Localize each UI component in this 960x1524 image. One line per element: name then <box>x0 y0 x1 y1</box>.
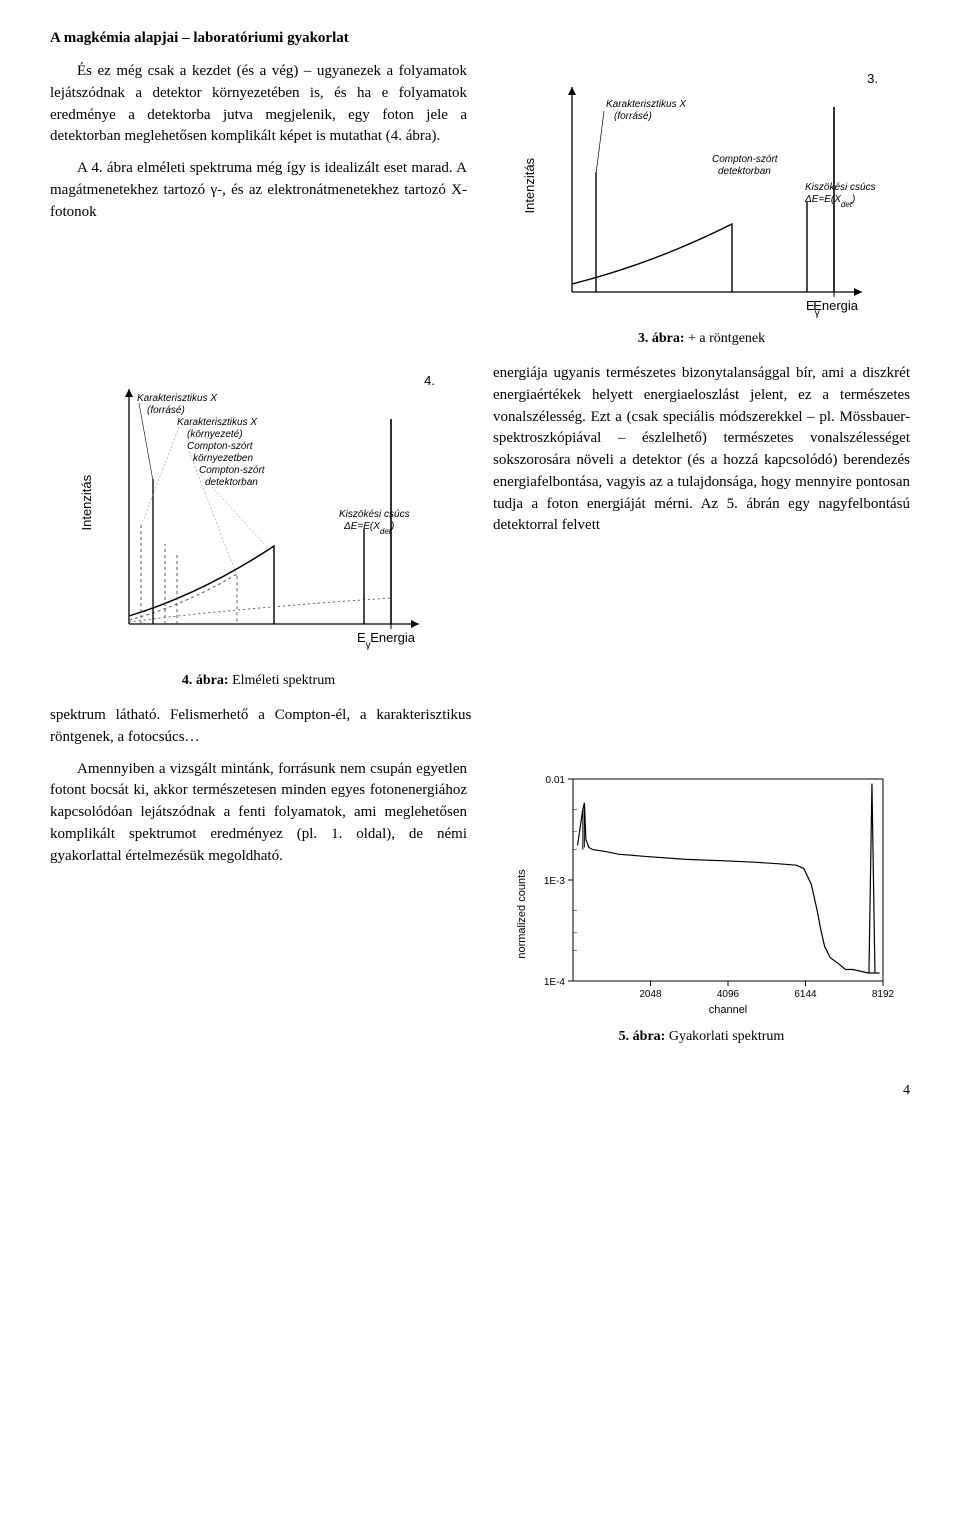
figure-5: 2048 4096 6144 8192 1E-4 1E-3 0.01 channel norma… <box>493 765 910 1045</box>
row-2: 4.IntenzitásEnergiaEγKarakterisztikus X(… <box>50 363 910 697</box>
svg-text:Energia: Energia <box>370 630 416 645</box>
figure-4-caption-bold: 4. ábra: <box>182 673 229 688</box>
figure-3: 3.IntenzitásEnergiaEγKarakterisztikus X(… <box>493 67 910 347</box>
svg-text:4.: 4. <box>424 373 435 388</box>
figure-4-caption: 4. ábra: Elméleti spektrum <box>50 673 467 689</box>
svg-text:Intenzitás: Intenzitás <box>522 157 537 213</box>
svg-text:1E-3: 1E-3 <box>543 876 565 887</box>
figure-3-caption-bold: 3. ábra: <box>638 331 685 346</box>
svg-text:Karakterisztikus X: Karakterisztikus X <box>137 393 217 404</box>
col-right-2: energiája ugyanis természetes bizonytala… <box>493 363 910 547</box>
figure-3-caption-rest: + a röntgenek <box>685 331 766 346</box>
col-left-3: Amennyiben a vizsgált mintánk, forrásunk… <box>50 759 467 878</box>
figure-5-caption-bold: 5. ábra: <box>619 1029 666 1044</box>
svg-text:(forrásé): (forrásé) <box>147 405 185 416</box>
svg-text:3.: 3. <box>867 71 878 86</box>
paragraph-3: energiája ugyanis természetes bizonytala… <box>493 363 910 537</box>
svg-text:Compton-szórt: Compton-szórt <box>187 441 254 452</box>
figure-4-svg: 4.IntenzitásEnergiaEγKarakterisztikus X(… <box>69 369 449 669</box>
svg-text:channel: channel <box>708 1004 747 1016</box>
svg-text:Compton-szórt: Compton-szórt <box>199 465 266 476</box>
svg-text:detektorban: detektorban <box>718 166 771 177</box>
svg-text:(környezeté): (környezeté) <box>187 429 243 440</box>
svg-text:(forrásé): (forrásé) <box>614 111 652 122</box>
svg-text:Karakterisztikus X: Karakterisztikus X <box>177 417 257 428</box>
col-left-1: És ez még csak a kezdet (és a vég) – ugy… <box>50 61 467 233</box>
row-1: És ez még csak a kezdet (és a vég) – ugy… <box>50 61 910 355</box>
page-number: 4 <box>50 1083 910 1099</box>
svg-text:környezetben: környezetben <box>193 453 253 464</box>
paragraph-1: És ez még csak a kezdet (és a vég) – ugy… <box>50 61 467 148</box>
svg-text:4096: 4096 <box>716 989 739 1000</box>
svg-text:8192: 8192 <box>871 989 894 1000</box>
figure-5-caption-rest: Gyakorlati spektrum <box>665 1029 784 1044</box>
page-title: A magkémia alapjai – laboratóriumi gyako… <box>50 30 910 47</box>
svg-text:2048: 2048 <box>639 989 662 1000</box>
col-left-2: 4.IntenzitásEnergiaEγKarakterisztikus X(… <box>50 363 467 697</box>
col-right-3: 2048 4096 6144 8192 1E-4 1E-3 0.01 channel norma… <box>493 759 910 1053</box>
svg-text:Karakterisztikus X: Karakterisztikus X <box>606 99 686 110</box>
figure-3-caption: 3. ábra: + a röntgenek <box>493 331 910 347</box>
figure-4: 4.IntenzitásEnergiaEγKarakterisztikus X(… <box>50 369 467 689</box>
svg-text:Energia: Energia <box>813 298 859 313</box>
row-3: Amennyiben a vizsgált mintánk, forrásunk… <box>50 759 910 1053</box>
svg-text:1E-4: 1E-4 <box>543 977 565 988</box>
svg-text:normalized counts: normalized counts <box>516 868 528 958</box>
svg-text:0.01: 0.01 <box>545 775 565 786</box>
svg-text:Compton-szórt: Compton-szórt <box>712 154 779 165</box>
paragraph-4: spektrum látható. Felismerhető a Compton… <box>50 705 471 749</box>
paragraph-2: A 4. ábra elméleti spektruma még így is … <box>50 158 467 223</box>
col-right-1: 3.IntenzitásEnergiaEγKarakterisztikus X(… <box>493 61 910 355</box>
figure-3-svg: 3.IntenzitásEnergiaEγKarakterisztikus X(… <box>512 67 892 327</box>
svg-text:Intenzitás: Intenzitás <box>79 474 94 530</box>
svg-text:detektorban: detektorban <box>205 477 258 488</box>
svg-text:6144: 6144 <box>794 989 817 1000</box>
svg-text:Kiszökési csúcs: Kiszökési csúcs <box>339 509 410 520</box>
figure-4-caption-rest: Elméleti spektrum <box>229 673 336 688</box>
paragraph-5: Amennyiben a vizsgált mintánk, forrásunk… <box>50 759 467 868</box>
figure-5-caption: 5. ábra: Gyakorlati spektrum <box>493 1029 910 1045</box>
figure-5-svg: 2048 4096 6144 8192 1E-4 1E-3 0.01 channel norma… <box>507 765 897 1025</box>
svg-text:Kiszökési csúcs: Kiszökési csúcs <box>805 182 876 193</box>
